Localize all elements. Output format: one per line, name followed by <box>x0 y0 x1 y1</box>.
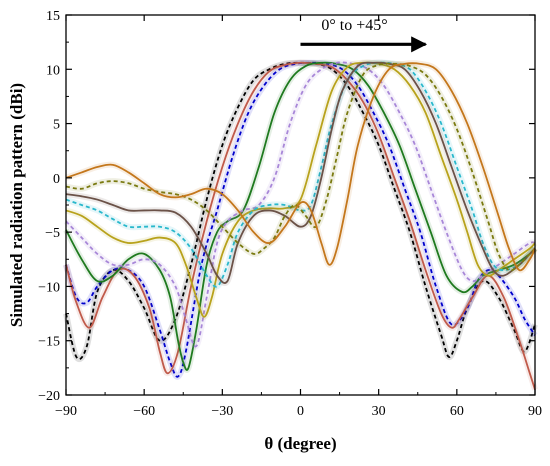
y-tick-label: −5 <box>45 226 60 241</box>
x-tick-label: 0 <box>297 404 304 419</box>
y-axis-ticks: −20 −15 −10 −5 0 5 10 15 <box>38 9 535 404</box>
x-axis-ticks: −90 −60 −30 0 30 60 90 <box>55 15 542 419</box>
x-tick-label: 90 <box>528 404 542 419</box>
plot-background <box>66 15 535 395</box>
series-line-8 <box>65 62 536 272</box>
series-line-5 <box>65 61 536 318</box>
y-tick-label: 0 <box>53 172 60 187</box>
y-tick-label: 10 <box>46 63 60 78</box>
y-tick-label: −10 <box>38 280 60 295</box>
y-axis-title: Simulated radiation pattern (dBi) <box>7 83 26 327</box>
y-tick-label: 5 <box>53 118 60 133</box>
series-line-7 <box>65 61 536 284</box>
series-line-4 <box>65 61 536 348</box>
y-tick-label: −15 <box>38 335 60 350</box>
x-tick-label: 60 <box>450 404 464 419</box>
series-layer <box>63 59 538 391</box>
x-tick-label: 30 <box>372 404 386 419</box>
y-tick-label: 15 <box>46 9 60 24</box>
series-line-9 <box>65 62 536 272</box>
series-line-3 <box>65 61 536 371</box>
series-line-0 <box>65 61 536 361</box>
series-line-6 <box>65 61 536 288</box>
x-tick-label: −60 <box>133 404 155 419</box>
x-axis-title: θ (degree) <box>264 434 336 453</box>
y-tick-label: −20 <box>38 389 60 404</box>
series-line-2 <box>65 61 536 390</box>
annotation-text: 0° to +45° <box>321 17 387 34</box>
x-tick-label: −30 <box>211 404 233 419</box>
x-tick-label: −90 <box>55 404 77 419</box>
